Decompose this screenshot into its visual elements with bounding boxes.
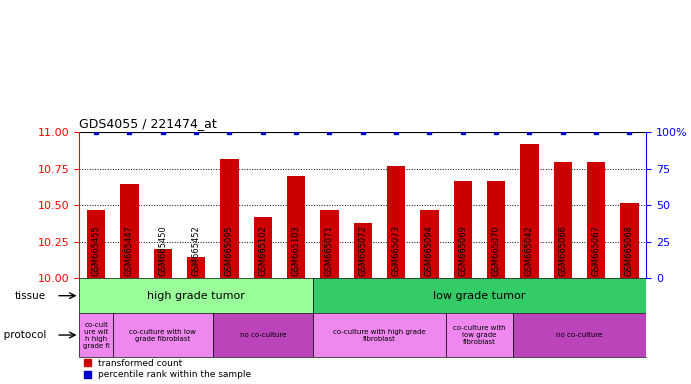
Point [91, 129, 102, 136]
Bar [187, 257, 205, 278]
Bar [79, 313, 113, 357]
Point [457, 129, 468, 136]
Text: co-culture with high grade
fibroblast: co-culture with high grade fibroblast [333, 329, 426, 341]
Point [424, 129, 435, 136]
Text: GDS4055 / 221474_at: GDS4055 / 221474_at [79, 117, 217, 130]
Bar [287, 176, 305, 278]
Bar [587, 162, 605, 278]
Bar [220, 159, 238, 278]
Bar [354, 223, 372, 278]
Bar [513, 313, 646, 357]
Point [324, 129, 335, 136]
Point [390, 129, 401, 136]
Point [591, 129, 602, 136]
Text: high grade tumor: high grade tumor [147, 291, 245, 301]
Bar [320, 210, 339, 278]
Point [291, 129, 302, 136]
Bar [520, 144, 538, 278]
Point [557, 129, 568, 136]
Bar [313, 278, 646, 313]
Legend: transformed count, percentile rank within the sample: transformed count, percentile rank withi… [84, 359, 252, 379]
Text: tissue: tissue [15, 291, 46, 301]
Bar [313, 313, 446, 357]
Bar [387, 166, 405, 278]
Text: low grade tumor: low grade tumor [433, 291, 526, 301]
Point [624, 129, 635, 136]
Bar [553, 162, 572, 278]
Bar [420, 210, 439, 278]
Point [224, 129, 235, 136]
Text: growth protocol: growth protocol [0, 330, 46, 340]
Point [124, 129, 135, 136]
Text: no co-culture: no co-culture [240, 332, 286, 338]
Bar [621, 202, 638, 278]
Bar [120, 184, 139, 278]
Bar [153, 249, 172, 278]
Point [491, 129, 502, 136]
Text: co-culture with low
grade fibroblast: co-culture with low grade fibroblast [129, 329, 196, 341]
Bar [79, 278, 313, 313]
Bar [213, 313, 313, 357]
Point [524, 129, 535, 136]
Text: no co-culture: no co-culture [556, 332, 603, 338]
Point [191, 129, 202, 136]
Bar [446, 313, 513, 357]
Point [158, 129, 169, 136]
Text: co-culture with
low grade
fibroblast: co-culture with low grade fibroblast [453, 325, 506, 345]
Bar [487, 180, 505, 278]
Point [357, 129, 368, 136]
Text: co-cult
ure wit
h high
grade fi: co-cult ure wit h high grade fi [83, 321, 110, 349]
Bar [87, 210, 105, 278]
Bar [254, 217, 272, 278]
Point [257, 129, 268, 136]
Bar [113, 313, 213, 357]
Bar [453, 180, 472, 278]
